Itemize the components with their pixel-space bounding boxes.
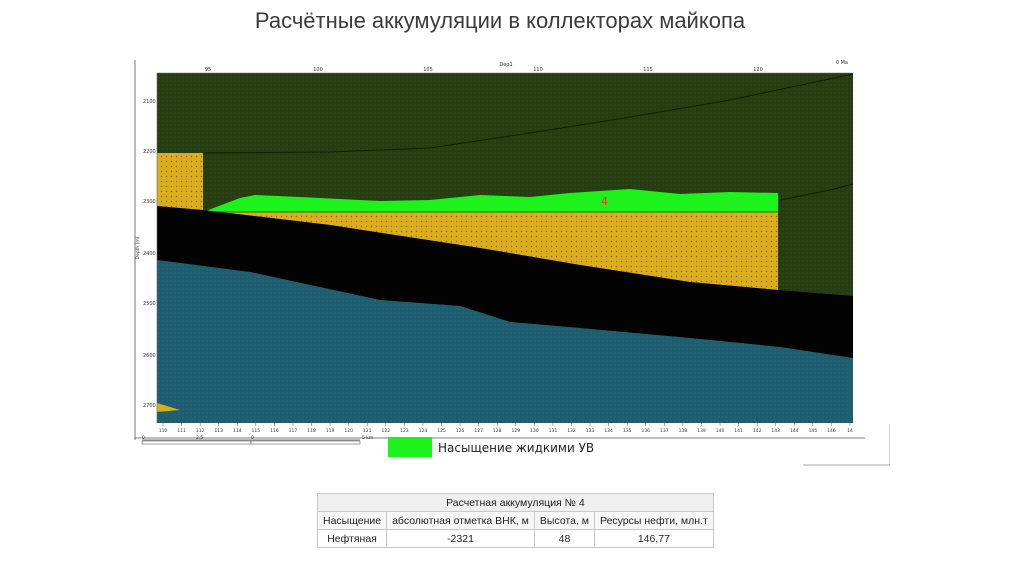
well-tick-label: 14 <box>847 428 853 434</box>
table-header-cell: Насыщение <box>316 511 388 530</box>
scale-label: 5 km <box>362 435 373 441</box>
well-tick-label: 145 <box>809 428 818 434</box>
scale-label: 0 <box>251 435 254 441</box>
top-tick-label: 110 <box>533 67 543 73</box>
well-tick-label: 140 <box>716 428 725 434</box>
basement-texture <box>157 260 853 423</box>
depth-tick-label: 2600 <box>143 353 156 359</box>
legend-label: Насыщение жидкими УВ <box>438 441 594 455</box>
horizon-line-right <box>779 183 854 201</box>
seal-layer <box>157 206 853 358</box>
well-tick-label: 142 <box>753 428 762 434</box>
top-axis-right-label: 0 Ma <box>836 60 848 66</box>
depth-tick-label: 2400 <box>143 251 156 257</box>
depth-tick-label: 2700 <box>143 403 156 409</box>
accumulation-table: Расчетная аккумуляция № 4 Насыщение абсо… <box>316 493 714 548</box>
geologic-cross-section: 4 95 100 105 110 115 120 Dep1 0 Ma 2100 … <box>130 60 891 475</box>
table-title: Расчетная аккумуляция № 4 <box>317 493 714 512</box>
well-tick-label: 137 <box>660 428 669 434</box>
well-tick-label: 130 <box>530 428 539 434</box>
table-header-cell: абсолютная отметка ВНК, м <box>386 511 535 530</box>
well-tick-label: 131 <box>549 428 558 434</box>
well-tick-label: 113 <box>214 428 223 434</box>
depth-tick-label: 2300 <box>143 199 156 205</box>
horizon-line-upper <box>202 73 854 154</box>
well-tick-label: 121 <box>363 428 372 434</box>
scale-bar-segment <box>141 440 252 445</box>
hydrocarbon-accumulation <box>203 189 778 212</box>
well-tick-label: 118 <box>307 428 316 434</box>
well-tick-label: 116 <box>270 428 279 434</box>
table-cell: 146,77 <box>594 529 714 548</box>
basement-corner-reservoir <box>157 403 180 412</box>
table-header-row: Насыщение абсолютная отметка ВНК, м Высо… <box>316 511 714 530</box>
depth-tick-label: 2100 <box>143 99 156 105</box>
depth-tick-label: 2200 <box>143 149 156 155</box>
well-tick-label: 133 <box>586 428 595 434</box>
reservoir-main-texture <box>203 210 778 290</box>
top-tick-label: 115 <box>643 67 653 73</box>
table-cell: Нефтяная <box>316 529 388 548</box>
well-tick-label: 122 <box>382 428 391 434</box>
well-tick-label: 112 <box>196 428 205 434</box>
well-tick-label: 146 <box>827 428 836 434</box>
top-tick-label: 105 <box>423 67 433 73</box>
well-tick-label: 139 <box>697 428 706 434</box>
top-tick-label: 100 <box>313 67 323 73</box>
well-tick-label: 119 <box>326 428 335 434</box>
table-header-cell: Высота, м <box>533 511 596 530</box>
well-tick-label: 144 <box>790 428 799 434</box>
well-tick-label: 127 <box>474 428 483 434</box>
well-tick-label: 128 <box>493 428 502 434</box>
well-tick-label: 129 <box>511 428 520 434</box>
well-tick-label: 123 <box>400 428 409 434</box>
scale-bar-segment <box>250 440 361 445</box>
well-tick-label: 141 <box>734 428 743 434</box>
well-tick-label: 136 <box>641 428 650 434</box>
well-tick-label: 111 <box>177 428 186 434</box>
scale-bar: 0 2.5 0 5 km <box>141 435 373 445</box>
depth-axis-label: Depth (m) <box>135 236 141 259</box>
table-row: Нефтяная -2321 48 146,77 <box>316 529 714 548</box>
well-tick-label: 143 <box>771 428 780 434</box>
well-tick-label: 115 <box>252 428 261 434</box>
table-cell: -2321 <box>386 529 535 548</box>
well-tick-labels: 110 111 112 113 114 115 116 117 118 119 120 121 122 1… <box>159 423 853 434</box>
well-tick-label: 132 <box>567 428 576 434</box>
well-tick-label: 125 <box>437 428 446 434</box>
top-axis-center-label: Dep1 <box>499 62 512 68</box>
well-tick-label: 110 <box>159 428 168 434</box>
reservoir-left-texture <box>157 153 203 210</box>
accumulation-number: 4 <box>601 195 608 208</box>
depth-tick-label: 2500 <box>143 301 156 307</box>
well-tick-label: 134 <box>604 428 613 434</box>
well-tick-label: 135 <box>623 428 632 434</box>
top-tick-label: 120 <box>753 67 763 73</box>
well-tick-label: 117 <box>289 428 298 434</box>
scale-label: 0 <box>142 435 145 441</box>
scale-label: 2.5 <box>196 435 203 441</box>
table-cell: 48 <box>533 529 596 548</box>
well-tick-label: 114 <box>233 428 242 434</box>
top-tick-label: 95 <box>205 67 211 73</box>
well-tick-label: 138 <box>679 428 688 434</box>
well-tick-label: 124 <box>419 428 428 434</box>
slide-title: Расчётные аккумуляции в коллекторах майк… <box>254 8 746 33</box>
well-tick-label: 126 <box>456 428 465 434</box>
well-tick-label: 120 <box>344 428 353 434</box>
legend-swatch <box>388 437 432 457</box>
table-header-cell: Ресурсы нефти, млн.т <box>594 511 714 530</box>
